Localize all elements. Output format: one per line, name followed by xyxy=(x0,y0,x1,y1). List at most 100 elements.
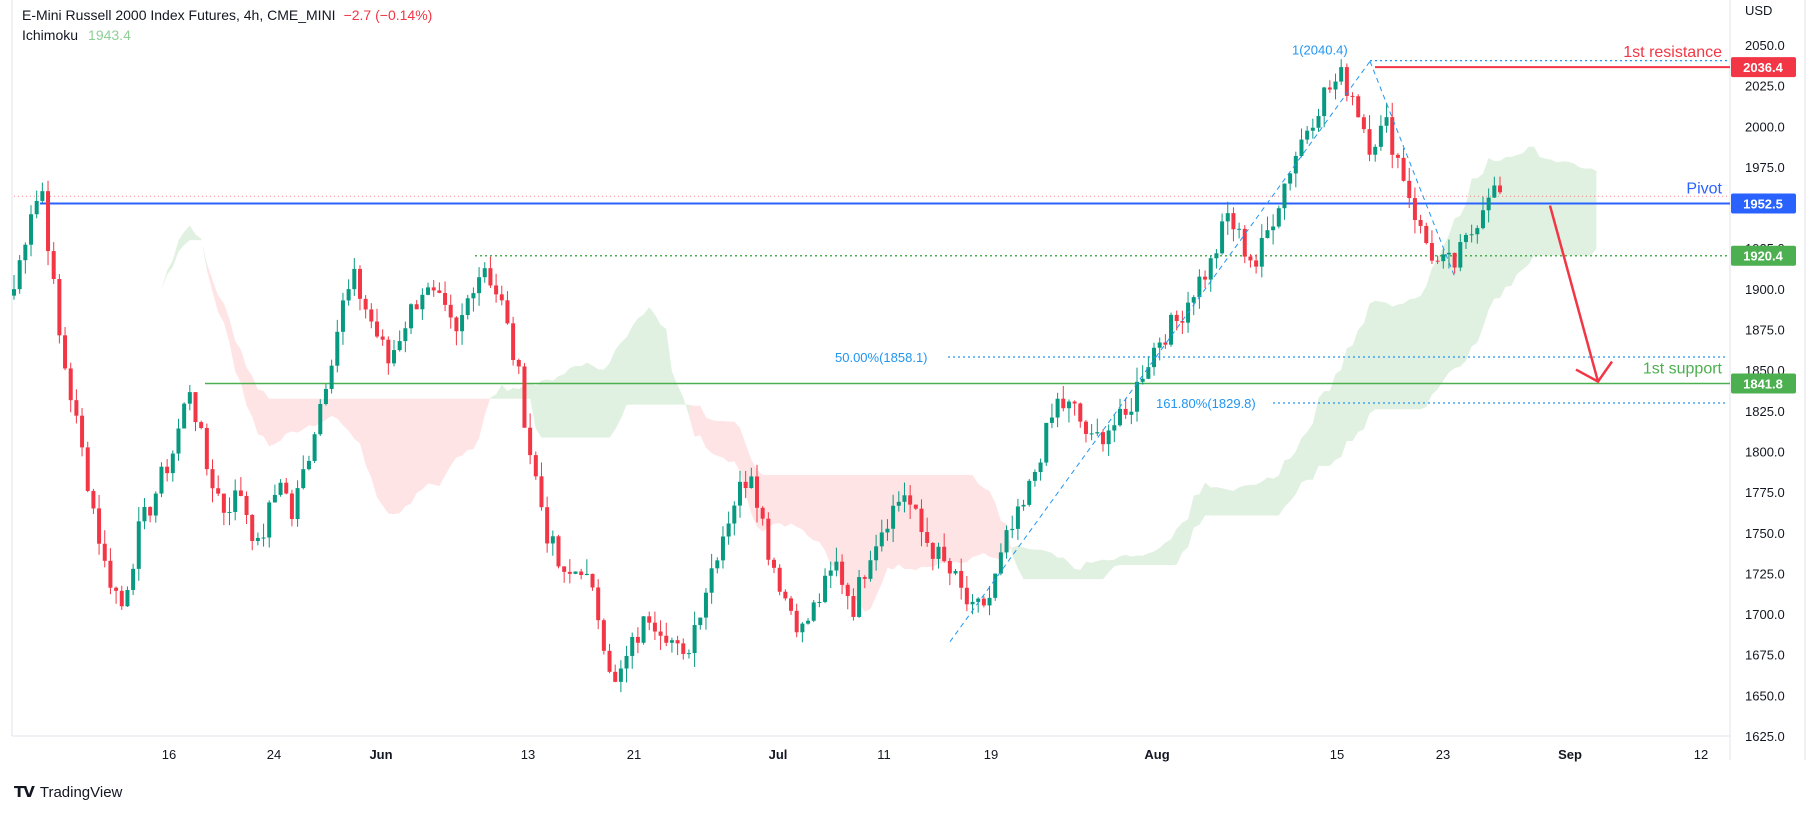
fib-swing-down-line xyxy=(1369,61,1456,278)
candle-body xyxy=(607,650,612,672)
time-tick-label: 21 xyxy=(627,747,641,762)
indicator-legend: Ichimoku 1943.4 xyxy=(22,27,131,43)
candle-body xyxy=(652,622,657,632)
price-tick-label: 1700.0 xyxy=(1745,607,1785,622)
tradingview-brand[interactable]: TV TradingView xyxy=(14,783,122,801)
candle-body xyxy=(522,366,527,428)
candle-body xyxy=(925,532,930,543)
candle-body xyxy=(131,568,136,590)
cloud-bearish-segment xyxy=(206,263,491,515)
candle-body xyxy=(80,415,85,448)
candle-body xyxy=(1452,252,1457,268)
candle-body xyxy=(363,298,368,310)
candle-body xyxy=(624,655,629,669)
candle-body xyxy=(397,341,402,351)
candle-body xyxy=(772,559,777,568)
candle-body xyxy=(1225,213,1230,222)
candle-body xyxy=(499,294,504,301)
candles xyxy=(12,59,1502,693)
candle-body xyxy=(448,304,453,318)
price-tag xyxy=(1731,373,1796,394)
candle-body xyxy=(1288,173,1293,184)
candle-body xyxy=(664,635,669,643)
candle-body xyxy=(335,331,340,366)
candle-body xyxy=(562,566,567,572)
price-tag-label: 1952.5 xyxy=(1743,197,1783,212)
candle-body xyxy=(409,304,414,329)
candle-body xyxy=(1032,471,1037,481)
candle-body xyxy=(851,596,856,617)
candle-body xyxy=(1237,228,1242,230)
candle-body xyxy=(1344,67,1349,96)
candle-body xyxy=(964,587,969,605)
candle-body xyxy=(238,490,243,496)
candle-body xyxy=(1083,421,1088,434)
candle-body xyxy=(403,328,408,342)
time-tick-label: Jun xyxy=(369,747,392,762)
candle-body xyxy=(114,587,119,591)
candle-body xyxy=(1106,430,1111,445)
candle-body xyxy=(1027,480,1032,505)
candle-body xyxy=(261,537,266,539)
price-tick-label: 1775.0 xyxy=(1745,485,1785,500)
time-tick-label: Sep xyxy=(1558,747,1582,762)
candle-body xyxy=(669,640,674,643)
candle-body xyxy=(902,495,907,502)
price-tick-label: 1975.0 xyxy=(1745,160,1785,175)
candle-body xyxy=(857,577,862,617)
candle-body xyxy=(1339,67,1344,82)
candle-body xyxy=(187,392,192,404)
candle-body xyxy=(641,616,646,643)
candle-body xyxy=(1407,180,1412,199)
candle-body xyxy=(494,285,499,295)
candle-body xyxy=(289,493,294,520)
candle-body xyxy=(1049,417,1054,423)
candle-body xyxy=(601,620,606,651)
candle-body xyxy=(295,488,300,520)
time-tick-label: 13 xyxy=(521,747,535,762)
candle-body xyxy=(221,493,226,513)
candle-body xyxy=(1469,234,1474,236)
candle-body xyxy=(1378,125,1383,147)
candle-body xyxy=(749,476,754,489)
time-tick-label: 11 xyxy=(877,747,891,762)
time-tick-label: 19 xyxy=(984,747,998,762)
candle-body xyxy=(323,388,328,404)
candle-body xyxy=(1214,253,1219,259)
candle-body xyxy=(1100,432,1105,445)
cloud-bullish-segment xyxy=(1012,146,1597,580)
indicator-name[interactable]: Ichimoku xyxy=(22,27,79,43)
symbol-title[interactable]: E-Mini Russell 2000 Index Futures, 4h, C… xyxy=(22,7,336,23)
candle-body xyxy=(63,335,68,369)
candle-body xyxy=(539,476,544,508)
candle-body xyxy=(182,403,187,429)
fib-161-label: 161.80%(1829.8) xyxy=(1156,396,1256,411)
candle-body xyxy=(97,508,102,544)
candle-body xyxy=(1163,342,1168,345)
candle-body xyxy=(1350,95,1355,97)
candle-body xyxy=(743,481,748,489)
candle-body xyxy=(1412,198,1417,220)
candle-body xyxy=(715,560,720,569)
candle-body xyxy=(170,453,175,474)
price-tick-label: 1725.0 xyxy=(1745,566,1785,581)
candle-body xyxy=(23,244,28,261)
candle-body xyxy=(357,268,362,299)
candle-body xyxy=(267,502,272,538)
indicator-value: 1943.4 xyxy=(88,27,131,43)
candle-body xyxy=(136,521,141,569)
price-tick-label: 1900.0 xyxy=(1745,282,1785,297)
fib-swing-up-line xyxy=(949,60,1371,642)
candle-body xyxy=(1458,242,1463,268)
candle-body xyxy=(1038,462,1043,472)
candle-body xyxy=(312,434,317,461)
candle-body xyxy=(1010,528,1015,531)
price-tick-label: 1825.0 xyxy=(1745,404,1785,419)
candle-body xyxy=(1157,342,1162,348)
candle-body xyxy=(227,511,232,513)
time-axis: 16 24 Jun 13 21 Jul 11 19 Aug 15 23 Sep 12 xyxy=(162,747,1708,762)
candle-body xyxy=(834,561,839,571)
candle-body xyxy=(1220,221,1225,254)
candle-body xyxy=(369,309,374,322)
